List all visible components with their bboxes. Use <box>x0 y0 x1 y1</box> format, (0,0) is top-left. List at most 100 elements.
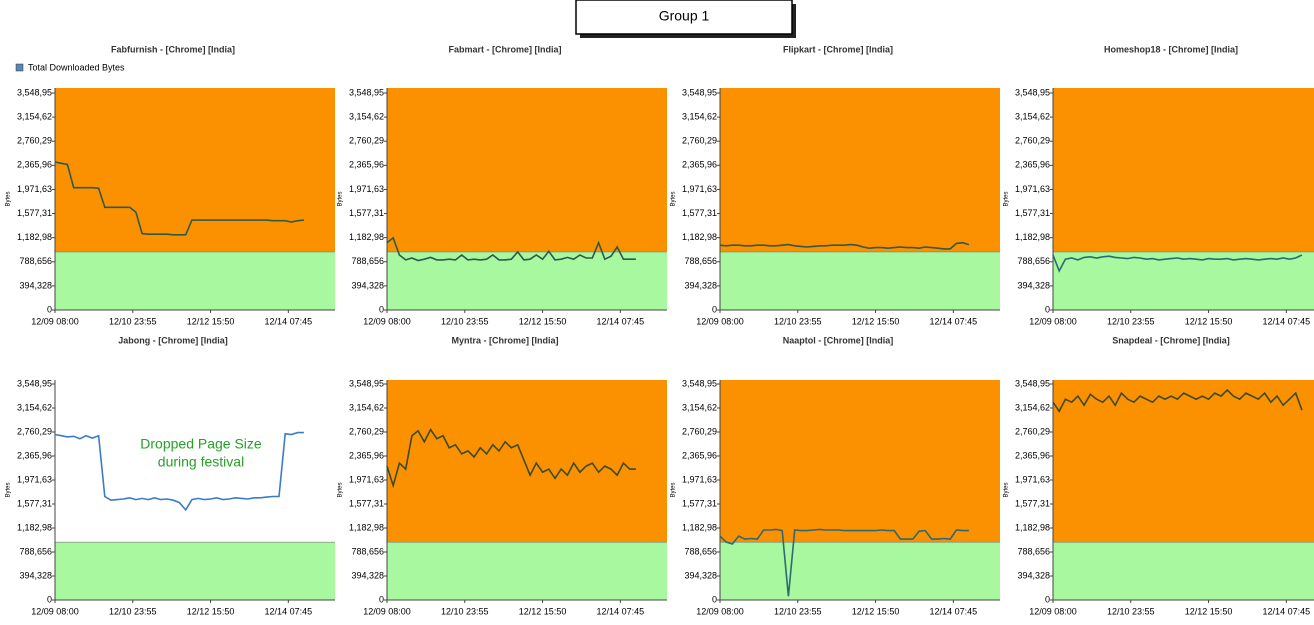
y-tick-label: 0 <box>712 304 717 314</box>
x-tick-label: 12/10 23:55 <box>441 606 489 616</box>
y-tick-label: 1,182,98 <box>349 522 384 532</box>
x-tick-label: 12/12 15:50 <box>852 316 900 326</box>
y-tick-label: 788,656 <box>684 546 717 556</box>
y-tick-label: 394,328 <box>351 280 384 290</box>
y-tick-label: 2,365,96 <box>349 160 384 170</box>
annotation: Dropped Page Size <box>140 436 262 452</box>
band-above <box>1053 88 1314 252</box>
y-tick-label: 2,365,96 <box>17 160 52 170</box>
y-tick-label: 3,154,62 <box>1015 111 1050 121</box>
y-tick-label: 1,971,63 <box>682 474 717 484</box>
chart-title: Myntra - [Chrome] [India] <box>452 335 559 345</box>
y-tick-label: 1,971,63 <box>17 184 52 194</box>
y-tick-label: 394,328 <box>1017 280 1050 290</box>
x-tick-label: 12/09 08:00 <box>696 606 744 616</box>
series-line <box>54 161 304 236</box>
band-above <box>55 88 335 252</box>
y-tick-label: 2,365,96 <box>682 160 717 170</box>
series-line <box>1052 388 1303 413</box>
chart-title: Homeshop18 - [Chrome] [India] <box>1104 44 1238 54</box>
y-tick-label: 2,365,96 <box>17 450 52 460</box>
series-line <box>386 428 636 489</box>
chart-title: Naaptol - [Chrome] [India] <box>783 335 894 345</box>
y-tick-label: 3,548,95 <box>682 378 717 388</box>
band-below <box>387 251 667 310</box>
x-tick-label: 12/10 23:55 <box>774 316 822 326</box>
y-tick-label: 2,760,29 <box>349 136 384 146</box>
y-axis-label: Bytes <box>6 191 12 206</box>
y-tick-label: 788,656 <box>19 546 52 556</box>
x-tick-label: 12/10 23:55 <box>1107 606 1155 616</box>
y-tick-label: 1,577,31 <box>17 498 52 508</box>
y-axis-label: Bytes <box>338 191 344 206</box>
band-above <box>1053 380 1314 543</box>
y-tick-label: 394,328 <box>19 570 52 580</box>
x-tick-label: 12/09 08:00 <box>363 606 411 616</box>
y-tick-label: 3,548,95 <box>1015 378 1050 388</box>
y-tick-label: 394,328 <box>1017 570 1050 580</box>
y-tick-label: 1,577,31 <box>682 208 717 218</box>
x-tick-label: 12/14 07:45 <box>265 316 313 326</box>
band-below <box>720 251 1000 310</box>
band-above <box>387 88 667 252</box>
y-tick-label: 788,656 <box>19 256 52 266</box>
band-above <box>387 380 667 543</box>
y-tick-label: 3,154,62 <box>17 111 52 121</box>
band-below <box>55 251 335 310</box>
band-below <box>1053 251 1314 310</box>
y-axis-label: Bytes <box>6 482 12 497</box>
y-tick-label: 1,182,98 <box>17 232 52 242</box>
y-tick-label: 2,365,96 <box>682 450 717 460</box>
y-tick-label: 3,154,62 <box>682 402 717 412</box>
y-tick-label: 2,365,96 <box>1015 450 1050 460</box>
y-tick-label: 394,328 <box>684 280 717 290</box>
chart-title: Fabfurnish - [Chrome] [India] <box>111 44 235 54</box>
y-tick-label: 3,548,95 <box>1015 87 1050 97</box>
x-tick-label: 12/12 15:50 <box>519 316 567 326</box>
chart-title: Fabmart - [Chrome] [India] <box>448 44 561 54</box>
y-tick-label: 1,577,31 <box>1015 498 1050 508</box>
x-tick-label: 12/09 08:00 <box>31 316 79 326</box>
y-tick-label: 394,328 <box>351 570 384 580</box>
x-tick-label: 12/09 08:00 <box>1029 606 1077 616</box>
x-tick-label: 12/10 23:55 <box>109 316 157 326</box>
x-tick-label: 12/12 15:50 <box>852 606 900 616</box>
y-tick-label: 788,656 <box>1017 546 1050 556</box>
series-line <box>1052 254 1303 273</box>
y-tick-label: 2,365,96 <box>1015 160 1050 170</box>
y-tick-label: 788,656 <box>351 546 384 556</box>
x-tick-label: 12/14 07:45 <box>930 316 978 326</box>
x-tick-label: 12/12 15:50 <box>519 606 567 616</box>
legend-swatch <box>15 63 24 72</box>
x-tick-label: 12/10 23:55 <box>109 606 157 616</box>
y-tick-label: 0 <box>379 304 384 314</box>
chart-title: Snapdeal - [Chrome] [India] <box>1112 335 1230 345</box>
y-tick-label: 1,182,98 <box>1015 232 1050 242</box>
y-tick-label: 3,548,95 <box>17 378 52 388</box>
series-line <box>719 241 970 250</box>
x-tick-label: 12/12 15:50 <box>1185 606 1233 616</box>
x-tick-label: 12/09 08:00 <box>1029 316 1077 326</box>
x-tick-label: 12/14 07:45 <box>1263 606 1311 616</box>
x-tick-label: 12/09 08:00 <box>363 316 411 326</box>
chart-title: Flipkart - [Chrome] [India] <box>783 44 893 54</box>
y-tick-label: 3,154,62 <box>17 402 52 412</box>
x-tick-label: 12/14 07:45 <box>930 606 978 616</box>
y-tick-label: 1,971,63 <box>682 184 717 194</box>
y-tick-label: 2,365,96 <box>349 450 384 460</box>
series-line <box>386 236 636 262</box>
series-line <box>54 431 304 512</box>
band-above <box>720 380 1000 543</box>
y-tick-label: 0 <box>47 594 52 604</box>
y-tick-label: 1,182,98 <box>17 522 52 532</box>
y-axis-label: Bytes <box>1004 191 1010 206</box>
y-tick-label: 1,971,63 <box>349 474 384 484</box>
band-below <box>55 542 335 600</box>
x-tick-label: 12/12 15:50 <box>187 606 235 616</box>
y-tick-label: 1,182,98 <box>1015 522 1050 532</box>
x-tick-label: 12/09 08:00 <box>31 606 79 616</box>
y-tick-label: 0 <box>47 304 52 314</box>
y-tick-label: 788,656 <box>351 256 384 266</box>
y-axis-label: Bytes <box>671 482 677 497</box>
band-below <box>1053 542 1314 600</box>
